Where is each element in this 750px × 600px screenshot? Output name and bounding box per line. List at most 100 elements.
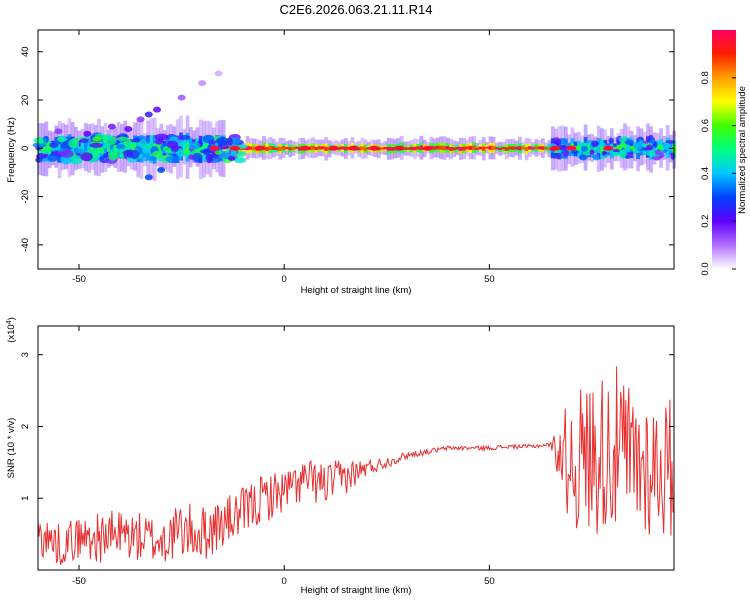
heat-cell — [403, 147, 407, 150]
heat-cell — [436, 145, 440, 150]
heat-cell — [531, 147, 535, 150]
heat-cell — [106, 145, 111, 152]
heat-point — [144, 174, 153, 181]
heat-cell — [491, 145, 496, 151]
snr-y-scale: (x104) — [6, 317, 18, 343]
heat-hotspot — [394, 145, 405, 151]
heat-blob — [624, 139, 634, 145]
heat-cell — [87, 144, 91, 153]
heat-cell — [41, 144, 45, 155]
heat-cell — [514, 146, 519, 150]
heat-cell — [285, 146, 289, 150]
heat-cell — [416, 146, 421, 150]
heat-cell — [655, 144, 660, 150]
heat-cell — [268, 146, 273, 151]
spectrogram-y-ticks: -40 -20 0 20 40 — [20, 46, 674, 252]
heat-cell — [659, 144, 663, 152]
heat-blob — [132, 137, 141, 143]
heat-cell — [481, 146, 486, 151]
heat-cell — [321, 146, 325, 150]
heat-hotspot — [209, 145, 220, 151]
heat-blob — [612, 148, 620, 153]
x-tick-label: -50 — [72, 576, 86, 587]
heat-cell — [74, 144, 78, 153]
heat-cell — [652, 145, 657, 152]
heat-blob — [662, 142, 671, 151]
heat-hotspot — [369, 145, 380, 151]
heat-blob — [141, 152, 151, 162]
heat-blob — [165, 156, 179, 163]
colorbar-gradient — [712, 30, 736, 269]
heat-cell — [600, 145, 604, 154]
colorbar-tick-label: 0.6 — [700, 119, 711, 132]
heat-cell — [432, 146, 437, 150]
heat-blob — [79, 138, 89, 143]
heat-cell — [472, 145, 476, 150]
heat-cell — [110, 143, 114, 151]
heat-cell — [51, 145, 55, 152]
spectrogram-y-label: Frequency (Hz) — [6, 117, 17, 182]
heat-cell — [363, 147, 368, 151]
snr-panel: -50 0 50 123 Height of straight line (km) … — [6, 317, 675, 596]
x-tick-label: 0 — [282, 576, 287, 587]
heat-cell — [442, 145, 447, 151]
heat-blob — [92, 136, 102, 142]
heat-cell — [390, 146, 394, 151]
heat-blob — [226, 137, 234, 146]
heat-cell — [577, 144, 581, 151]
heat-blob — [552, 137, 560, 143]
heat-cell — [527, 146, 532, 150]
heat-point — [177, 94, 186, 101]
y-tick-label: -40 — [20, 238, 31, 252]
colorbar: 0.0 0.2 0.4 0.6 0.8 Normalized spectral ampl… — [700, 30, 748, 276]
heat-blob — [233, 157, 247, 164]
heat-cell — [205, 142, 210, 153]
heat-cell — [324, 146, 329, 151]
heat-blob — [625, 155, 631, 159]
heat-cell — [380, 147, 384, 150]
heat-cell — [498, 147, 503, 151]
heat-cell — [242, 147, 247, 150]
heat-cell — [239, 147, 243, 150]
heat-point — [136, 116, 145, 123]
heat-blob — [56, 136, 66, 142]
heat-cell — [462, 146, 466, 151]
heat-blob — [232, 137, 240, 146]
heat-blob — [559, 144, 569, 151]
heat-cell — [475, 147, 480, 150]
heat-hotspot — [422, 145, 433, 151]
heat-cell — [344, 146, 348, 151]
heat-cell — [449, 147, 453, 151]
heat-cell — [357, 147, 361, 151]
spectrogram-x-label: Height of straight line (km) — [301, 285, 412, 296]
heat-cell — [419, 145, 424, 150]
heat-blob — [205, 153, 214, 164]
heat-blob — [598, 141, 606, 148]
heat-hotspot — [328, 145, 339, 151]
y-tick-label: 1 — [20, 496, 31, 501]
heat-blob — [177, 148, 185, 157]
snr-y-label: SNR (10 * v/v) — [6, 418, 17, 479]
y-tick-label: -20 — [20, 190, 31, 204]
heat-cell — [317, 146, 322, 150]
heat-cell — [179, 140, 183, 153]
heat-point — [198, 80, 207, 87]
heat-blob — [42, 135, 50, 143]
heat-cell — [544, 147, 549, 150]
y-tick-label: 40 — [20, 46, 31, 57]
heat-blob — [650, 138, 656, 145]
heat-cell — [185, 141, 190, 153]
heat-cell — [626, 143, 631, 152]
heat-hotspot — [603, 145, 614, 151]
heat-blob — [192, 152, 203, 163]
heat-cell — [488, 145, 493, 150]
heat-cell — [485, 146, 489, 149]
heat-cell — [291, 147, 296, 150]
heat-cell — [70, 143, 75, 154]
colorbar-tick-label: 0.4 — [700, 167, 711, 180]
y-tick-label: 20 — [20, 95, 31, 106]
heat-point — [152, 106, 161, 113]
heat-blob — [108, 152, 118, 161]
heat-blob — [154, 133, 169, 141]
heat-cell — [278, 146, 283, 151]
